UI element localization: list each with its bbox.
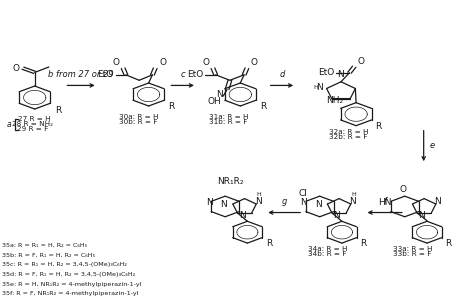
Text: 35d: R = F, R₁ = H, R₂ = 3,4,5-(OMe)₃C₆H₂: 35d: R = F, R₁ = H, R₂ = 3,4,5-(OMe)₃C₆H… <box>1 272 135 277</box>
Text: O: O <box>12 64 19 73</box>
Text: R: R <box>375 122 382 131</box>
Text: N: N <box>333 211 340 220</box>
Text: c: c <box>180 70 185 79</box>
Text: a: a <box>7 120 11 129</box>
Text: 34a: R = H: 34a: R = H <box>308 247 347 252</box>
Text: b from 27 or 29: b from 27 or 29 <box>48 70 114 79</box>
Text: EtO: EtO <box>97 70 114 79</box>
Text: HN: HN <box>379 198 392 207</box>
Text: 32b: R = F: 32b: R = F <box>329 134 367 140</box>
Text: NR₁R₂: NR₁R₂ <box>217 177 243 186</box>
Text: 32a: R = H: 32a: R = H <box>329 129 369 135</box>
Text: f: f <box>383 197 386 206</box>
Text: R: R <box>266 240 272 248</box>
Text: Cl: Cl <box>298 189 307 198</box>
Text: N: N <box>315 200 322 209</box>
Text: O: O <box>112 58 119 67</box>
Text: H: H <box>256 192 261 198</box>
Text: N: N <box>255 196 262 206</box>
Text: 31a: R = H: 31a: R = H <box>209 114 248 120</box>
Text: 35e: R = H, NR₁R₂ = 4-methylpiperazin-1-yl: 35e: R = H, NR₁R₂ = 4-methylpiperazin-1-… <box>1 282 141 286</box>
Text: 31b: R = F: 31b: R = F <box>209 119 247 125</box>
Text: O: O <box>358 57 365 66</box>
Text: 35c: R = R₁ = H, R₂ = 3,4,5-(OMe)₃C₆H₂: 35c: R = R₁ = H, R₂ = 3,4,5-(OMe)₃C₆H₂ <box>1 262 127 267</box>
Text: N: N <box>419 211 425 220</box>
Text: 35f: R = F, NR₁R₂ = 4-methylpiperazin-1-yl: 35f: R = F, NR₁R₂ = 4-methylpiperazin-1-… <box>1 291 138 296</box>
Text: 30a: R = H: 30a: R = H <box>119 114 158 120</box>
Text: R: R <box>55 106 61 115</box>
Text: d: d <box>279 70 284 79</box>
Text: N: N <box>220 200 227 209</box>
Text: H: H <box>351 192 356 198</box>
Text: e: e <box>429 141 435 150</box>
Text: 28 R = NH₂: 28 R = NH₂ <box>12 120 53 126</box>
Text: 34b: R = F: 34b: R = F <box>308 251 346 257</box>
Text: N: N <box>349 196 356 206</box>
Text: g: g <box>282 197 287 206</box>
Text: O: O <box>159 58 166 67</box>
Text: R: R <box>168 102 174 111</box>
Text: O: O <box>251 58 258 67</box>
Text: R: R <box>360 240 367 248</box>
Text: N: N <box>435 196 441 206</box>
Text: O: O <box>400 185 407 194</box>
Text: O: O <box>202 58 209 67</box>
Text: 27 R = H: 27 R = H <box>18 116 51 122</box>
Text: NH₂: NH₂ <box>326 96 343 105</box>
Text: N: N <box>206 198 212 207</box>
Text: H: H <box>313 85 318 90</box>
Text: 35b: R = F, R₁ = H, R₂ = C₆H₅: 35b: R = F, R₁ = H, R₂ = C₆H₅ <box>1 252 95 257</box>
Text: N: N <box>300 198 307 207</box>
Text: N: N <box>239 211 246 220</box>
Text: 30b: R = F: 30b: R = F <box>119 119 157 125</box>
Text: 33b: R = F: 33b: R = F <box>393 251 431 257</box>
Text: N: N <box>217 90 223 99</box>
Text: 33a: R = H: 33a: R = H <box>393 247 432 252</box>
Text: R: R <box>446 240 452 248</box>
Text: 35a: R = R₁ = H, R₂ = C₆H₅: 35a: R = R₁ = H, R₂ = C₆H₅ <box>1 243 87 248</box>
Text: OH: OH <box>208 97 221 106</box>
Text: 29 R = F: 29 R = F <box>17 126 48 132</box>
Text: N: N <box>337 70 344 79</box>
Text: EtO: EtO <box>187 70 203 79</box>
Text: EtO: EtO <box>318 68 334 77</box>
Text: R: R <box>260 102 266 111</box>
Text: N: N <box>316 83 323 92</box>
